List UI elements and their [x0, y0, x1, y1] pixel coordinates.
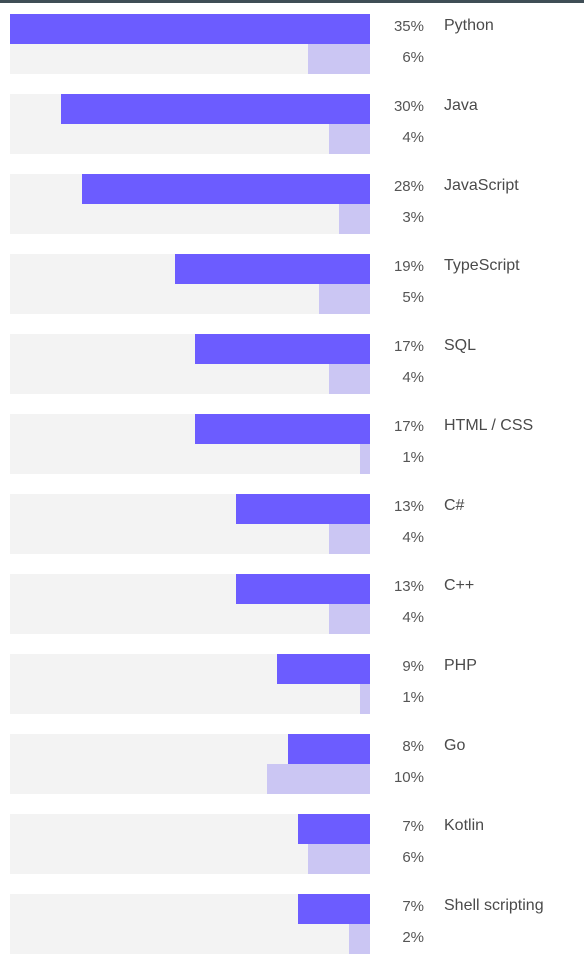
- data-label-secondary: 1%: [402, 449, 424, 466]
- chart-row: 17% 1% HTML / CSS: [10, 414, 584, 474]
- data-label-primary: 19%: [393, 258, 424, 275]
- bar-secondary: [339, 204, 370, 234]
- bar-track: [10, 654, 370, 714]
- bar-primary: [236, 574, 370, 604]
- data-label-secondary: 6%: [402, 849, 424, 866]
- data-label-primary: 8%: [402, 738, 424, 755]
- category-label: Java: [444, 97, 478, 114]
- chart-row: 9% 1% PHP: [10, 654, 584, 714]
- category-label: SQL: [444, 337, 477, 354]
- bar-primary: [287, 734, 370, 764]
- category-label: JavaScript: [444, 177, 519, 194]
- chart-row: 30% 4% Java: [10, 94, 584, 154]
- bar-track: [10, 414, 370, 474]
- bar-primary: [277, 654, 370, 684]
- data-label-primary: 13%: [393, 578, 424, 595]
- bar-track: [10, 574, 370, 634]
- data-label-secondary: 4%: [402, 609, 424, 626]
- data-label-primary: 30%: [393, 98, 424, 115]
- bar-primary: [82, 174, 370, 204]
- data-label-secondary: 5%: [402, 289, 424, 306]
- bar-secondary: [308, 44, 370, 74]
- category-label: Shell scripting: [444, 897, 544, 914]
- bar-track: [10, 494, 370, 554]
- category-label: TypeScript: [444, 257, 520, 274]
- bar-primary: [298, 894, 370, 924]
- bar-secondary: [267, 764, 370, 794]
- data-label-primary: 7%: [402, 898, 424, 915]
- category-label: Go: [444, 737, 466, 754]
- data-label-secondary: 10%: [393, 769, 424, 786]
- data-label-primary: 17%: [393, 418, 424, 435]
- bar-track: [10, 14, 370, 74]
- bar-secondary: [328, 524, 370, 554]
- chart-row: 28% 3% JavaScript: [10, 174, 584, 234]
- chart-row: 7% 2% Shell scripting: [10, 894, 584, 954]
- bar-track: [10, 94, 370, 154]
- chart-row: 13% 4% C++: [10, 574, 584, 634]
- bar-primary: [10, 14, 370, 44]
- bar-primary: [195, 414, 370, 444]
- chart-row: 13% 4% C#: [10, 494, 584, 554]
- data-label-secondary: 3%: [402, 209, 424, 226]
- bar-secondary: [318, 284, 370, 314]
- bar-track: [10, 334, 370, 394]
- bar-primary: [298, 814, 370, 844]
- bar-secondary: [359, 444, 370, 474]
- bar-track: [10, 814, 370, 874]
- data-label-secondary: 4%: [402, 369, 424, 386]
- bar-secondary: [328, 364, 370, 394]
- data-label-secondary: 4%: [402, 129, 424, 146]
- chart-row: 35% 6% Python: [10, 14, 584, 74]
- bar-track: [10, 174, 370, 234]
- category-label: C++: [444, 577, 475, 594]
- bar-secondary: [308, 844, 370, 874]
- bar-secondary: [359, 684, 370, 714]
- chart-row: 7% 6% Kotlin: [10, 814, 584, 874]
- bar-secondary: [328, 124, 370, 154]
- data-label-secondary: 2%: [402, 929, 424, 946]
- data-label-secondary: 1%: [402, 689, 424, 706]
- chart-row: 19% 5% TypeScript: [10, 254, 584, 314]
- bar-secondary: [349, 924, 370, 954]
- category-label: Kotlin: [444, 817, 485, 834]
- bar-primary: [174, 254, 370, 284]
- chart-row: 17% 4% SQL: [10, 334, 584, 394]
- data-label-primary: 17%: [393, 338, 424, 355]
- bar-secondary: [328, 604, 370, 634]
- data-label-primary: 28%: [393, 178, 424, 195]
- data-label-secondary: 4%: [402, 529, 424, 546]
- bar-track: [10, 894, 370, 954]
- data-label-primary: 9%: [402, 658, 424, 675]
- bar-primary: [195, 334, 370, 364]
- data-label-primary: 7%: [402, 818, 424, 835]
- category-label: Python: [444, 17, 494, 34]
- data-label-secondary: 6%: [402, 49, 424, 66]
- data-label-primary: 35%: [393, 18, 424, 35]
- category-label: HTML / CSS: [444, 417, 534, 434]
- bar-primary: [61, 94, 370, 124]
- category-label: C#: [444, 497, 465, 514]
- chart-row: 8% 10% Go: [10, 734, 584, 794]
- bar-track: [10, 254, 370, 314]
- category-label: PHP: [444, 657, 477, 674]
- top-border: [0, 0, 584, 3]
- bar-track: [10, 734, 370, 794]
- data-label-primary: 13%: [393, 498, 424, 515]
- bar-primary: [236, 494, 370, 524]
